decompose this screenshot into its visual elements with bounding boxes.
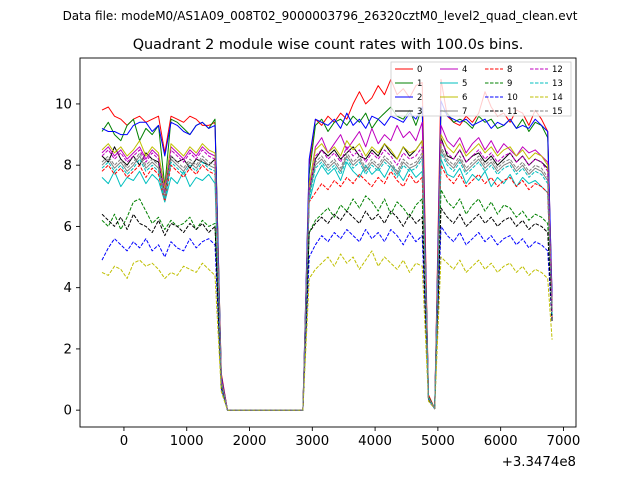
legend-label-8: 8 [507,65,512,75]
series-line-2 [101,100,553,411]
legend-box [390,61,572,117]
x-tick-label: 6000 [484,434,518,449]
legend-label-3: 3 [417,107,422,117]
y-tick-label: 10 [55,97,72,112]
series-line-5 [101,158,553,411]
x-tick-label: 4000 [358,434,392,449]
legend-label-0: 0 [417,65,422,75]
x-offset-label: +3.3474e8 [502,455,576,470]
y-tick-label: 2 [64,342,72,357]
series-line-8 [101,164,553,411]
series-line-6 [101,134,553,411]
x-tick-label: 1000 [170,434,204,449]
x-tick-label: 2000 [233,434,267,449]
x-tick-label: 7000 [547,434,581,449]
series-line-12 [101,140,553,411]
legend-label-13: 13 [552,79,563,89]
legend-label-5: 5 [462,79,467,89]
legend-label-12: 12 [552,65,563,75]
tick-layer: 0 1000 2000 3000 4000 5000 6000 7000 0 2 4 6 8 10 [55,97,580,449]
legend-label-11: 11 [507,107,518,117]
legend-label-15: 15 [552,107,563,117]
legend-label-1: 1 [417,79,422,89]
figure-suptitle: Data file: modeM0/AS1A09_008T02_90000037… [63,9,578,23]
series-layer [101,78,553,411]
y-tick-label: 6 [64,220,72,235]
series-line-14 [101,250,553,411]
x-tick-label: 0 [120,434,128,449]
series-line-15 [101,146,553,411]
x-tick-label: 3000 [295,434,329,449]
legend-label-2: 2 [417,93,422,103]
y-tick-label: 4 [64,281,72,296]
legend-label-14: 14 [552,93,563,103]
legend-label-6: 6 [462,93,467,103]
y-tick-label: 0 [64,404,72,419]
series-line-7 [101,149,553,411]
legend-label-10: 10 [507,93,518,103]
series-line-13 [101,152,553,411]
legend-label-7: 7 [462,107,467,117]
y-tick-label: 8 [64,159,72,174]
x-tick-label: 5000 [421,434,455,449]
chart-title: Quadrant 2 module wise count rates with … [133,37,524,53]
legend-label-4: 4 [462,65,467,75]
series-line-10 [101,225,553,411]
legend-label-9: 9 [507,79,512,89]
series-line-11 [101,207,553,411]
plot-frame [79,57,577,428]
